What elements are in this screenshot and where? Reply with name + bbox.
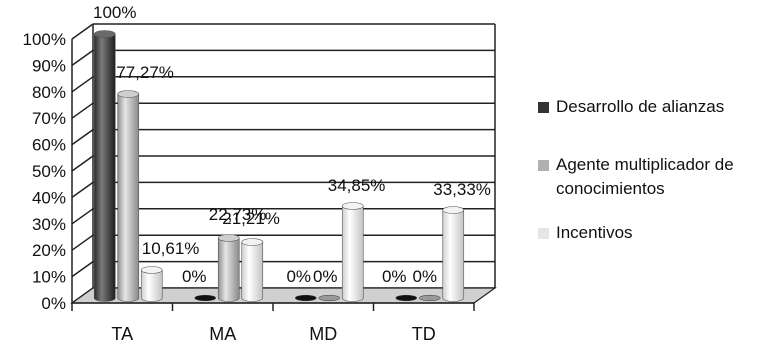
data-label: 33,33% bbox=[433, 180, 491, 199]
bar-md-0 bbox=[295, 294, 317, 302]
bar-body bbox=[341, 205, 364, 302]
y-tick-label: 60% bbox=[32, 136, 66, 155]
legend-item-desarrollo: Desarrollo de alianzas bbox=[536, 95, 758, 119]
data-label: 22,73% bbox=[209, 205, 267, 224]
grid-diag-line bbox=[71, 260, 94, 278]
bar-td-1 bbox=[419, 294, 441, 302]
grid-diag-line bbox=[71, 49, 94, 67]
legend-item-agente: Agente multiplicador de conocimientos bbox=[536, 153, 758, 201]
bar-zero-disc bbox=[395, 294, 417, 302]
bar-zero-disc bbox=[419, 294, 441, 302]
bar-top bbox=[341, 202, 364, 210]
bar-ta-0 bbox=[93, 30, 116, 302]
bar-body bbox=[117, 93, 140, 302]
y-tick-label: 0% bbox=[41, 294, 66, 313]
bar-zero-disc bbox=[318, 294, 340, 302]
bar-top bbox=[217, 234, 240, 242]
legend-item-incentivos: Incentivos bbox=[536, 221, 758, 245]
bar-ma-1 bbox=[217, 234, 240, 302]
chart-grid bbox=[71, 23, 496, 304]
bar-top bbox=[241, 238, 264, 246]
legend-swatch-desarrollo bbox=[538, 102, 549, 113]
y-tick-label: 40% bbox=[32, 188, 66, 207]
chart-data-labels: 100%77,27%10,61%0%22,73%21,21%0% 0%34,85%… bbox=[93, 3, 491, 286]
grid-diag-line bbox=[71, 155, 94, 172]
data-label: 0% bbox=[382, 267, 407, 286]
grid-diag-line bbox=[71, 102, 94, 119]
grid-diag-line bbox=[71, 76, 94, 93]
chart-legend: Desarrollo de alianzas Agente multiplica… bbox=[536, 95, 758, 265]
chart-axes: 0% 10% 20% 30% 40% 50% 60% 70% 80% 90% 100% TA MA MD T… bbox=[23, 30, 475, 344]
data-label: 0% bbox=[313, 267, 338, 286]
y-tick-label: 100% bbox=[23, 30, 66, 49]
legend-swatch-incentivos bbox=[538, 228, 549, 239]
y-tick-label: 50% bbox=[32, 162, 66, 181]
grid-diag-line bbox=[71, 23, 94, 40]
data-label: 0% bbox=[182, 267, 207, 286]
y-tick-label: 30% bbox=[32, 215, 66, 234]
data-label: 0% bbox=[412, 267, 437, 286]
bar-body bbox=[93, 33, 116, 302]
bar-ta-2 bbox=[140, 266, 163, 302]
grid-diag-line bbox=[71, 234, 94, 251]
bar-top bbox=[93, 30, 116, 38]
bar-ta-1 bbox=[117, 90, 140, 302]
legend-label-desarrollo: Desarrollo de alianzas bbox=[556, 97, 725, 116]
x-tick-label: TD bbox=[412, 324, 436, 344]
data-label: 77,27% bbox=[116, 63, 174, 82]
bar-body bbox=[140, 269, 163, 302]
y-tick-label: 80% bbox=[32, 83, 66, 102]
bar-body bbox=[241, 241, 264, 302]
x-tick-label: TA bbox=[111, 324, 133, 344]
bar-top bbox=[140, 266, 163, 274]
data-label: 21,21% bbox=[222, 209, 280, 228]
x-tick-label: MA bbox=[209, 324, 236, 344]
grid-diag-line bbox=[71, 128, 94, 146]
bar-md-1 bbox=[318, 294, 340, 302]
data-label: 10,61% bbox=[142, 239, 200, 258]
y-tick-label: 90% bbox=[32, 56, 66, 75]
legend-label-incentivos: Incentivos bbox=[556, 223, 633, 242]
bar-ma-2 bbox=[241, 238, 264, 302]
data-label: 34,85% bbox=[328, 176, 386, 195]
bar-top bbox=[442, 206, 465, 214]
bar-body bbox=[217, 237, 240, 302]
x-tick-label: MD bbox=[309, 324, 337, 344]
bar-td-2 bbox=[442, 206, 465, 302]
data-label: 100% bbox=[93, 3, 136, 22]
chart-bars bbox=[93, 30, 465, 302]
data-label: 0% bbox=[286, 267, 311, 286]
bar-body bbox=[442, 209, 465, 302]
bar-md-2 bbox=[341, 202, 364, 302]
legend-swatch-agente bbox=[538, 160, 549, 171]
legend-label-agente: Agente multiplicador de conocimientos bbox=[556, 155, 734, 198]
bar-zero-disc bbox=[295, 294, 317, 302]
bar-td-0 bbox=[395, 294, 417, 302]
y-tick-label: 10% bbox=[32, 268, 66, 287]
bar-ma-0 bbox=[194, 294, 216, 302]
grid-diag-line bbox=[71, 208, 94, 225]
y-tick-label: 70% bbox=[32, 109, 66, 128]
grid-diag-line bbox=[71, 181, 94, 199]
bar-zero-disc bbox=[194, 294, 216, 302]
bar-top bbox=[117, 90, 140, 98]
y-tick-label: 20% bbox=[32, 241, 66, 260]
